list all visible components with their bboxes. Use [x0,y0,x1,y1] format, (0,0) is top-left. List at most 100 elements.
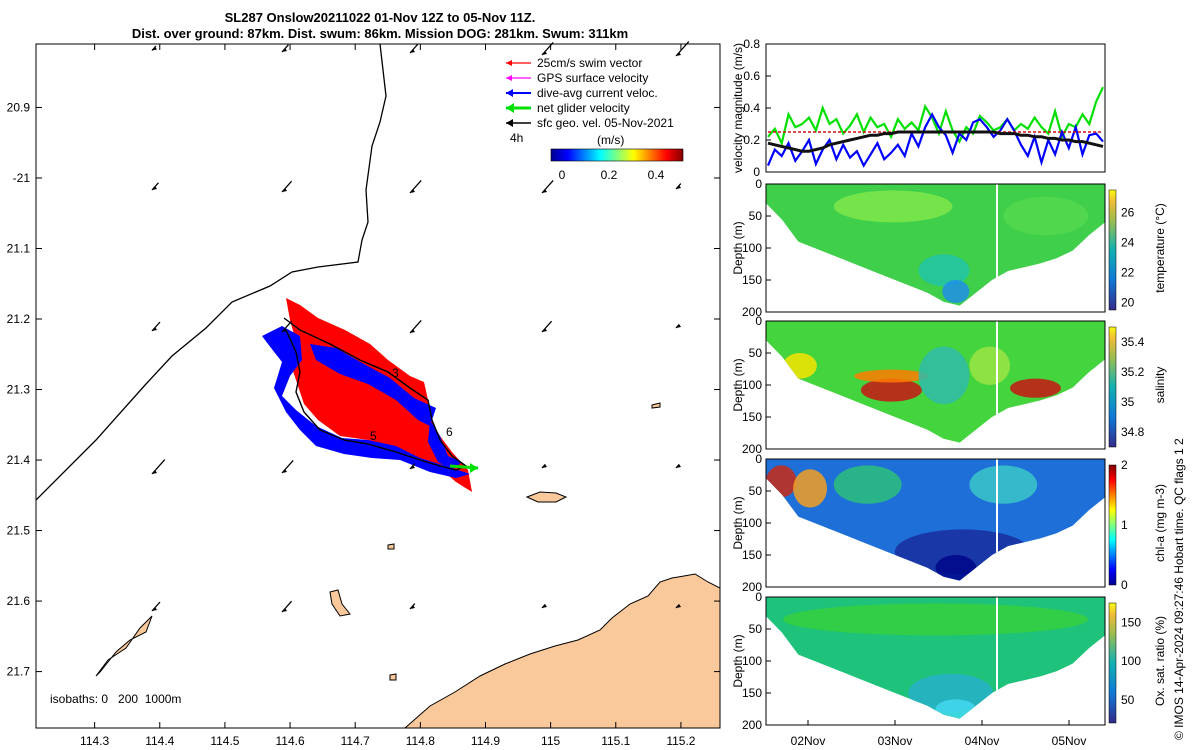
geo-arrowhead [676,324,681,328]
geo-arrowhead [152,46,157,51]
section-ytick-label: 150 [742,410,762,424]
section-colorbar-tick: 26 [1121,206,1135,220]
section-ytick-label: 150 [742,273,762,287]
date-tick-label: 04Nov [965,734,1000,748]
section-patch [935,555,977,581]
day-marker: 5 [370,429,377,443]
geo-arrowhead [282,188,287,192]
geo-arrowhead [676,464,681,468]
section-patch [782,603,1089,636]
geo-arrowhead [282,328,287,332]
section-ytick-label: 150 [742,686,762,700]
map-ytick-label: 21.1 [7,241,31,255]
map-xtick-label: 114.3 [80,734,109,748]
section-ylabel: Depth (m) [731,358,745,411]
section-colorbar-tick: 35 [1121,395,1135,409]
map-panel: 3 5 6 114.3 114.4 114.5 114.6 114.7 114.8 114.… [7,41,721,748]
date-tick-label: 05Nov [1052,734,1087,748]
section-patch [860,378,922,402]
section-patch [942,280,970,304]
section-ytick-label: 100 [742,241,762,255]
geo-arrowhead [152,327,157,331]
section-colorbar-tick: 24 [1121,236,1135,250]
map-xtick-label: 114.5 [210,734,239,748]
geo-arrowhead [410,605,415,609]
section-ylabel: Depth (m) [731,221,745,274]
isobaths-label: isobaths: 0 200 1000m [50,692,181,706]
swim-vector-track [286,298,472,492]
section-colorbar-label: Ox. sat. ratio (%) [1153,616,1167,706]
section-ytick-label: 50 [749,622,763,636]
day-marker: 6 [446,425,453,439]
section-colorbar-tick: 0 [1121,578,1128,592]
section-field [766,597,1105,719]
coastline [36,44,387,501]
legend-swim: 25cm/s swim vector [537,56,642,70]
legend-gps: GPS surface velocity [537,71,648,85]
section-panel: 0 50 100 150 200 Depth (m) 20 22 24 26 temperature… [731,177,1167,319]
section-ytick-label: 100 [742,654,762,668]
section-patch [833,465,902,504]
section-ytick-label: 200 [742,580,762,594]
geo-arrowhead [676,52,681,56]
geo-arrowhead [676,604,681,608]
geo-arrowhead [282,48,287,52]
section-ytick-label: 0 [755,177,762,191]
section-field [766,459,1105,581]
section-panel: 0 50 100 150 200 Depth (m) 50 100 150 Ox. sat. ra… [731,590,1167,732]
section-patch [793,469,828,508]
section-patch [918,254,970,287]
section-ytick-label: 0 [755,452,762,466]
geo-arrowhead [152,607,157,611]
section-ytick-label: 100 [742,378,762,392]
velocity-series-line [767,130,1104,153]
section-ytick-label: 0 [755,314,762,328]
section-ytick-label: 200 [742,442,762,456]
map-xtick-label: 115.1 [601,734,630,748]
time-step-label: 4h [510,131,523,145]
speed-colorbar-tick: 0.2 [601,168,618,182]
glider-track [262,298,479,492]
map-legend: 25cm/s swim vector GPS surface velocity … [506,56,684,182]
geo-arrowhead [152,186,157,190]
geo-arrowhead [282,469,287,473]
map-xtick-label: 114.9 [471,734,500,748]
section-patch [935,699,977,719]
geo-arrowhead [410,465,415,469]
section-colorbar [1108,326,1117,448]
map-xtick-label: 114.4 [145,734,174,748]
map-xtick-label: 114.8 [406,734,435,748]
velocity-ytick-label: 0.2 [743,133,760,147]
map-ytick-label: 21.5 [7,524,31,538]
section-colorbar-tick: 22 [1121,266,1135,280]
geo-arrowhead [410,49,415,53]
map-xtick-label: 114.6 [275,734,304,748]
map-ytick-label: 21.4 [7,453,31,467]
velocity-ytick-label: 0.4 [743,101,760,115]
geo-arrowhead [542,604,547,608]
net-velocity-track [283,317,468,471]
section-colorbar-tick: 2 [1121,458,1128,472]
legend-geo: sfc geo. vel. 05-Nov-2021 [537,116,674,130]
section-ytick-label: 200 [742,305,762,319]
land-island [389,673,397,681]
section-colorbar [1108,602,1117,724]
section-ytick-label: 200 [742,718,762,732]
section-patch [766,465,797,498]
imos-watermark: © IMOS 14-Apr-2024 09:27:46 Hobart time.… [1172,438,1186,740]
legend-current: dive-avg current veloc. [537,86,658,100]
map-ytick-label: 20.9 [7,100,31,114]
geo-arrowhead [410,189,415,193]
section-colorbar-label: chl-a (mg m-3) [1153,484,1167,562]
speed-colorbar-tick: 0 [559,168,566,182]
geostrophic-arrows [151,41,690,613]
day-marker: 3 [392,366,399,380]
section-field [766,321,1105,443]
section-colorbar [1108,189,1117,311]
land-island [329,589,351,617]
section-ytick-label: 50 [749,209,763,223]
geo-arrowhead [282,608,287,612]
section-colorbar-tick: 35.2 [1121,365,1145,379]
